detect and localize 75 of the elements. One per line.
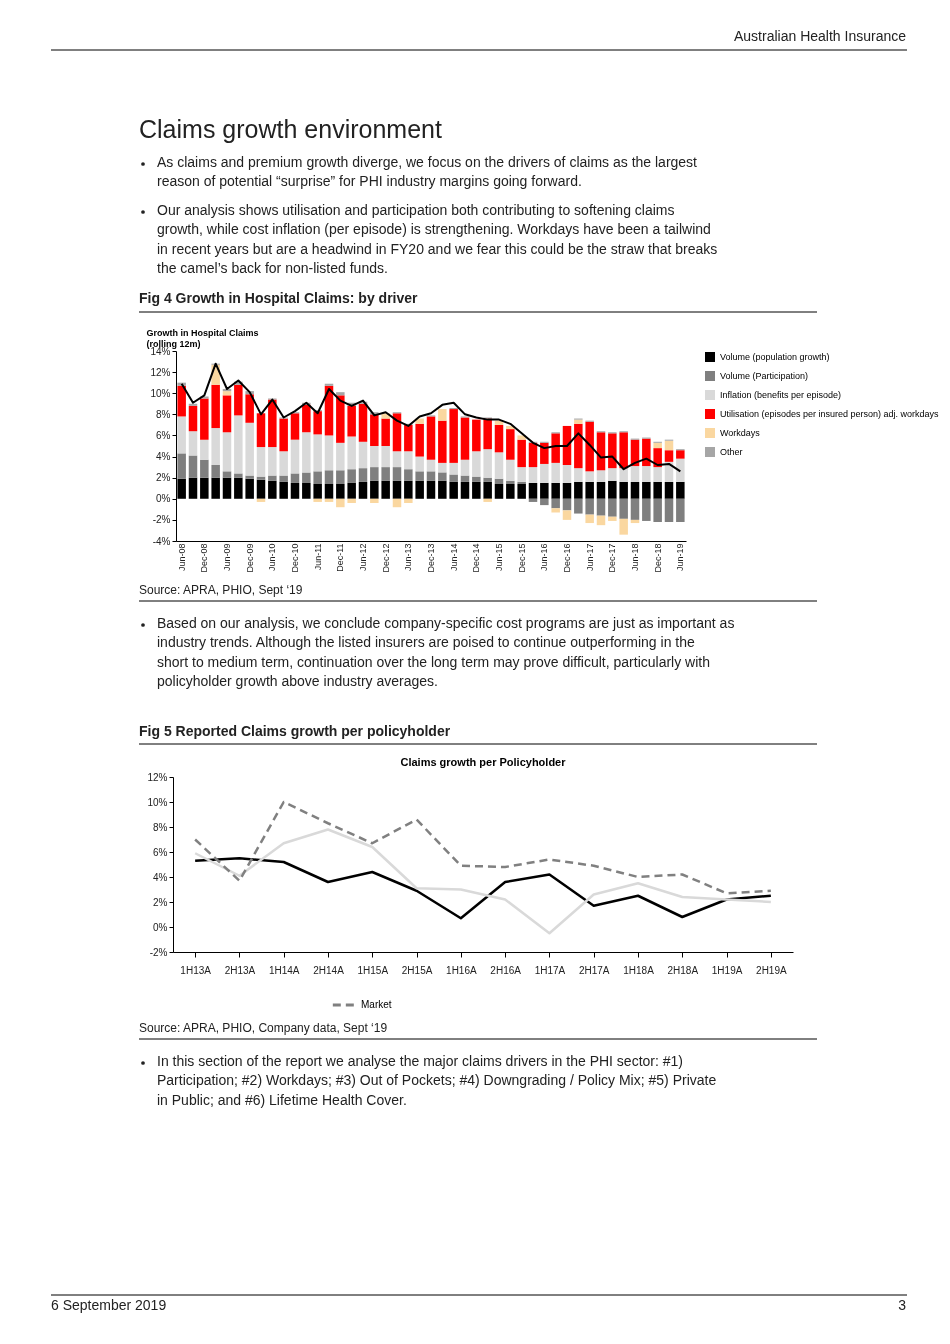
y-tick-label: 4% [153, 871, 168, 883]
y-tick-label: -2% [149, 946, 168, 958]
legend-label: Volume (Participation) [720, 371, 809, 381]
x-tick-label: Jun-08 [176, 543, 187, 572]
chart-subtitle: Claims growth per Policyholder [400, 756, 567, 768]
x-tick-label: Jun-17 [584, 543, 595, 572]
x-tick-label: 1H15A [357, 964, 389, 976]
x-tick-label: Jun-15 [494, 543, 504, 572]
x-tick-label: 1H16A [446, 964, 477, 976]
x-tick-label: Dec-17 [607, 543, 618, 573]
chart-title: Fig 5 Reported Claims growth per policyholder [139, 723, 451, 739]
x-tick-label: Jun-10 [267, 543, 278, 572]
text: As claims and premium growth diverge, we focus on the drivers of claims as the largest reason of potential “surprise” for PHI industry margins going forward. [157, 154, 698, 190]
text: Based on our analysis, we conclude company-specific cost programs are just as important as industry trends. Although the listed insurers are poised to continue outperforming in the short to medium term, continuation over the long term may prove difficult, particularly with policyholder growth above industry averages. [157, 615, 735, 689]
x-tick-label: Jun-12 [358, 543, 368, 572]
x-tick-label: Jun-14 [448, 543, 459, 572]
x-tick-label: 2H19A [756, 964, 787, 976]
x-tick-label: Jun-18 [630, 543, 640, 572]
x-tick-label: 1H14A [268, 964, 300, 976]
y-tick-label: 10% [150, 387, 171, 399]
x-tick-label: Dec-16 [562, 543, 572, 573]
legend-label: Workdays [720, 428, 761, 438]
y-tick-label: 10% [147, 796, 168, 808]
y-tick-label: 0% [153, 921, 168, 933]
y-tick-label: 12% [147, 771, 168, 783]
x-tick-label: Dec-15 [516, 543, 527, 573]
x-tick-label: Jun-11 [312, 543, 323, 571]
x-tick-label: Jun-09 [222, 543, 232, 572]
legend-label: Other [720, 447, 743, 457]
x-tick-label: Dec-11 [335, 543, 346, 572]
x-tick-label: Dec-13 [426, 543, 436, 573]
x-tick-label: 2H14A [313, 964, 345, 976]
legend-label: Market [361, 999, 392, 1010]
source-note: Source: APRA, PHIO, Sept ‘19 [139, 583, 303, 597]
text: Australian Health Insurance [734, 28, 907, 44]
x-tick-label: 2H18A [667, 964, 699, 976]
y-tick-label: -2% [152, 514, 171, 526]
x-tick-label: Jun-19 [675, 543, 686, 572]
x-tick-label: Dec-12 [380, 543, 391, 573]
y-tick-label: 2% [156, 472, 171, 484]
y-tick-label: 6% [156, 429, 171, 441]
text: In this section of the report we analyse the major claims drivers in the PHI sector: #1) Participation; #2) Workdays; #3) Out of Pockets; #4) Downgrading / Policy Mix; #5) Private in Public; and #6) Lifetime Health Cover. [157, 1053, 717, 1108]
x-tick-label: 2H13A [224, 964, 256, 976]
x-tick-label: 2H17A [578, 964, 610, 976]
text: Claims growth environment [139, 115, 442, 143]
text: 3 [898, 1297, 907, 1313]
source-note: Source: APRA, PHIO, Company data, Sept ‘19 [139, 1021, 388, 1035]
x-tick-label: Dec-10 [290, 543, 300, 573]
text: 6 September 2019 [51, 1297, 167, 1313]
chart-title: Fig 4 Growth in Hospital Claims: by driver [139, 290, 419, 306]
x-tick-label: Dec-18 [652, 543, 663, 573]
y-tick-label: 12% [150, 366, 171, 378]
y-tick-label: 8% [156, 408, 171, 420]
legend-label: Volume (population growth) [720, 352, 830, 362]
legend-label: Inflation (benefits per episode) [720, 390, 842, 400]
x-tick-label: Jun-16 [539, 543, 550, 572]
text: Our analysis shows utilisation and participation both contributing to softening claims growth, while cost inflation (per episode) is strengthening. Workdays have been a tailwind in recent years but are a headwind in FY20 and we fear this could be the straw that breaks the camel’s back for non-listed funds. [157, 202, 718, 276]
y-tick-label: -4% [152, 535, 171, 547]
x-tick-label: Dec-14 [471, 543, 482, 573]
x-tick-label: Dec-08 [199, 543, 210, 573]
y-tick-label: 4% [156, 451, 171, 463]
y-tick-label: 8% [153, 821, 168, 833]
x-tick-label: 2H15A [401, 964, 433, 976]
legend-label: Utilisation (episodes per insured person) adj. workdays [720, 409, 940, 419]
x-tick-label: 1H17A [534, 964, 566, 976]
x-tick-label: 1H19A [711, 964, 743, 976]
y-axis-title: Growth in Hospital Claims (rolling 12m) [146, 327, 259, 349]
x-tick-label: Jun-13 [403, 543, 414, 572]
y-tick-label: 2% [153, 896, 168, 908]
x-tick-label: 1H18A [623, 964, 655, 976]
y-tick-label: 6% [153, 846, 168, 858]
x-tick-label: 1H13A [180, 964, 212, 976]
y-tick-label: 0% [156, 493, 171, 505]
x-tick-label: Dec-09 [244, 543, 255, 573]
x-tick-label: 2H16A [490, 964, 522, 976]
